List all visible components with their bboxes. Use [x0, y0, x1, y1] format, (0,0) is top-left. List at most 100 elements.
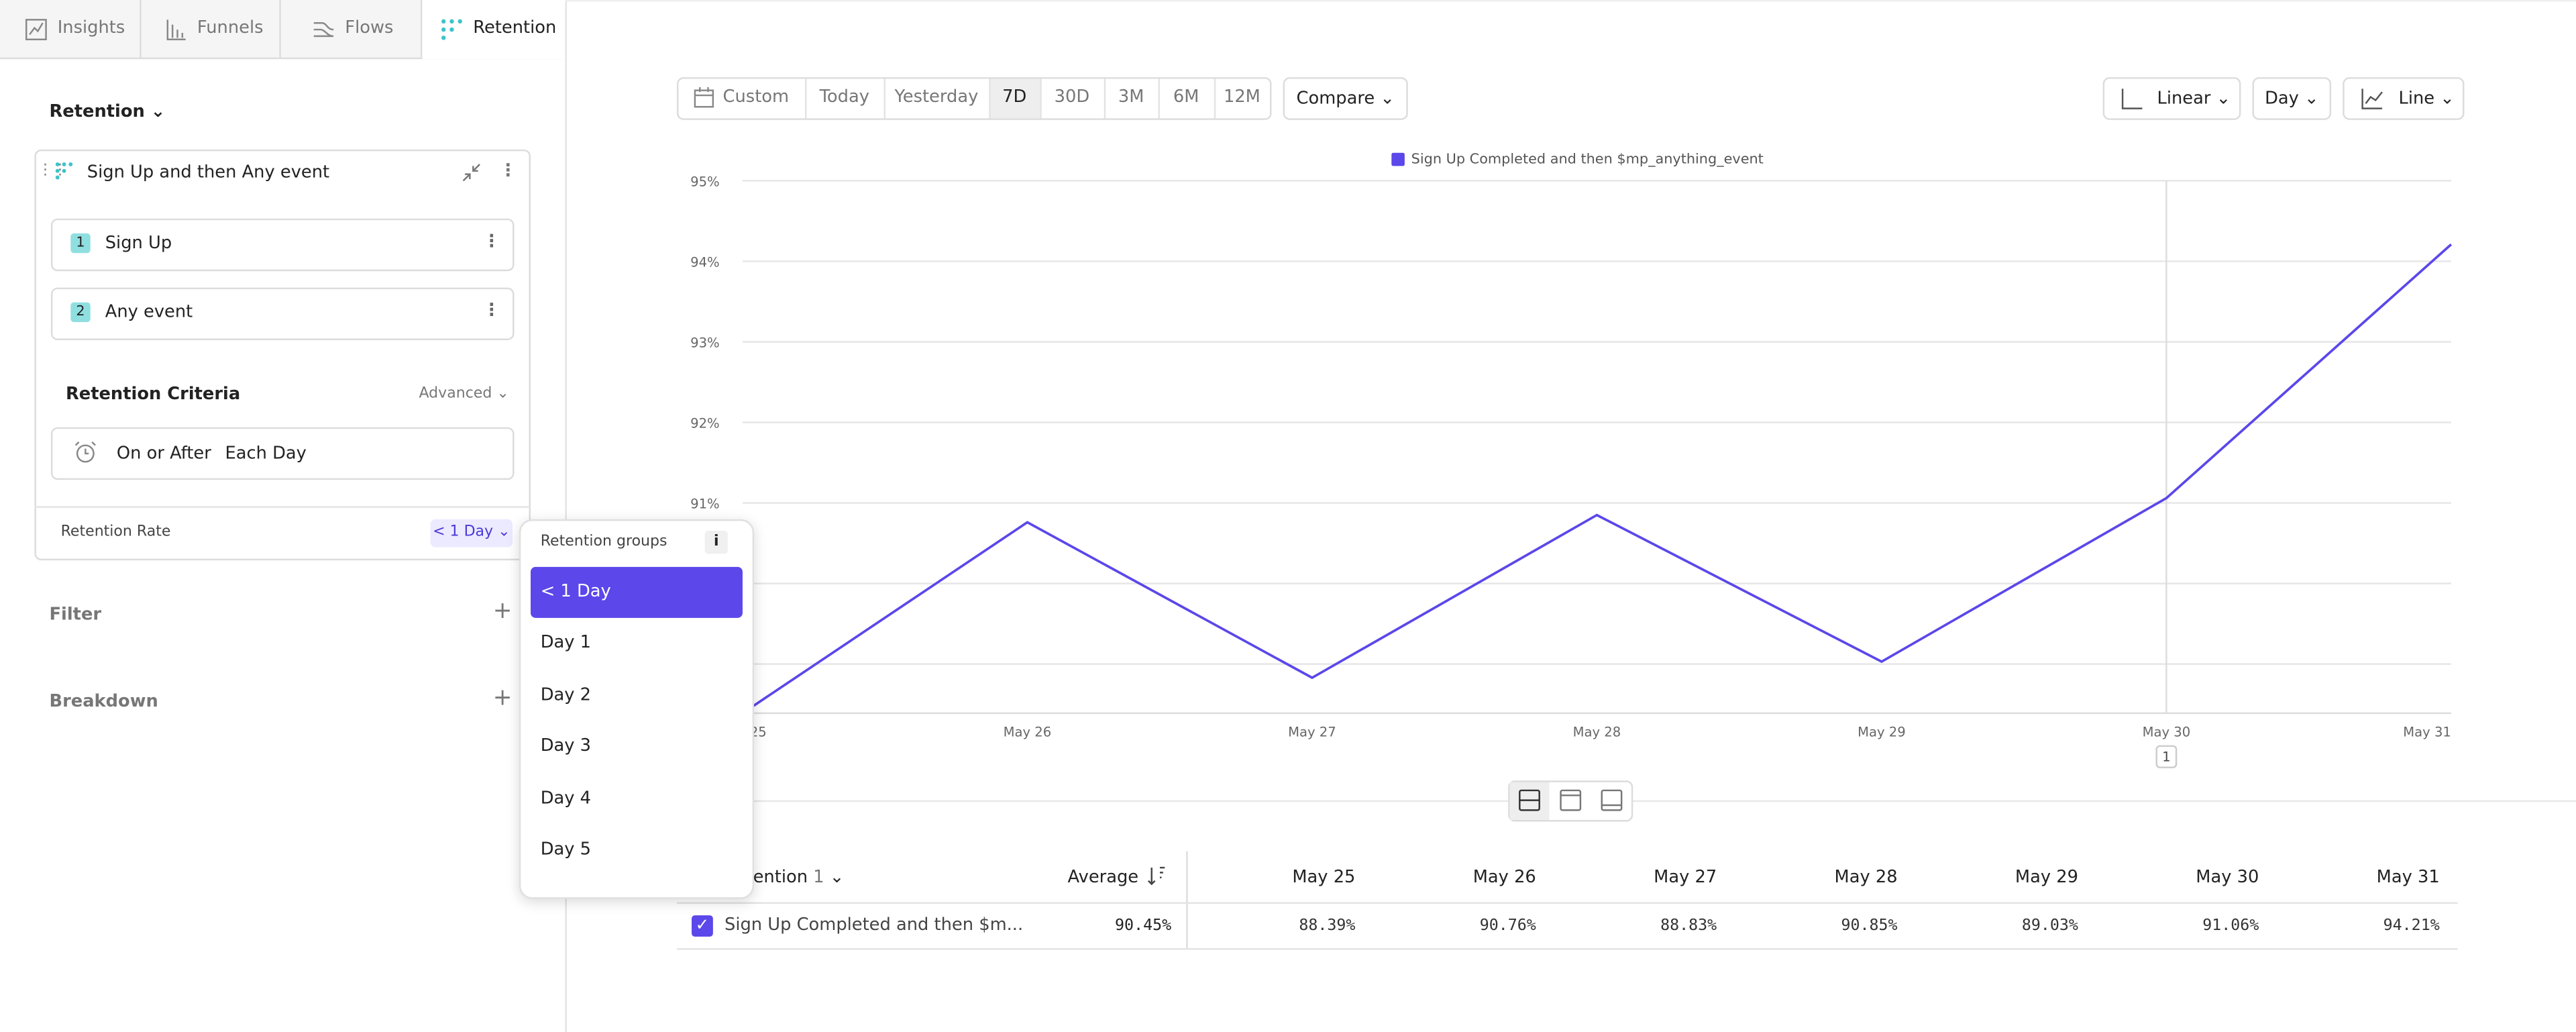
range-sep [1158, 79, 1160, 119]
info-icon[interactable]: i [704, 531, 728, 554]
icon [25, 19, 47, 41]
sort-icon[interactable] [1146, 866, 1166, 886]
tab[interactable]: Flows [345, 17, 394, 38]
filter-label: Filter [49, 605, 102, 625]
scale-label: Linear [2157, 89, 2211, 109]
card-title: Sign Up and then Any event [87, 162, 330, 183]
step-box[interactable] [50, 218, 515, 272]
retention-groups-dropdown: Retention groups i < 1 Day Day 1 Day 2 Day … [519, 519, 755, 899]
average-header: Average [1067, 868, 1139, 888]
range-button[interactable]: 12M [1223, 87, 1260, 107]
range-button[interactable]: 30D [1054, 87, 1090, 107]
range-sep [1104, 79, 1106, 119]
range-sep [805, 79, 807, 119]
row-value: 90.76% [1479, 917, 1536, 935]
criteria-box[interactable] [50, 427, 515, 480]
x-tick-label: May 31 [2403, 725, 2451, 740]
alarm-icon [74, 441, 96, 463]
option[interactable]: Day 4 [540, 788, 592, 808]
rate-label: Retention Rate [60, 524, 171, 541]
date-header: May 25 [1292, 868, 1356, 888]
add-breakdown[interactable]: + [492, 685, 513, 712]
tab-sep [279, 0, 281, 58]
date-header: May 29 [2015, 868, 2078, 888]
step-menu[interactable]: ⋮ [483, 301, 500, 321]
compare-button[interactable]: Compare ⌄ [1283, 77, 1408, 120]
rate-chip[interactable]: < 1 Day ⌄ [430, 519, 513, 548]
legend-swatch [1391, 152, 1405, 166]
table-count: 1 [813, 868, 824, 888]
col-divider [1186, 851, 1188, 949]
icon [166, 19, 186, 41]
option[interactable]: Day 1 [540, 633, 592, 654]
menu-icon[interactable]: ⋮ [499, 161, 517, 181]
interval-button[interactable]: Day ⌄ [2252, 77, 2332, 120]
range-sep [989, 79, 991, 119]
criteria-mode: On or After [116, 444, 211, 464]
icon [55, 162, 73, 180]
range-button[interactable]: Custom [722, 87, 790, 107]
breakdown-label: Breakdown [49, 692, 158, 712]
dropdown-title: Retention groups [540, 533, 667, 551]
line [741, 243, 2453, 715]
tab-sep [140, 0, 142, 58]
panel-border [565, 0, 567, 1032]
add-filter[interactable]: + [492, 598, 513, 625]
y-tick-label: 94% [690, 254, 720, 270]
range-button[interactable]: 3M [1118, 87, 1144, 107]
rate-value: < 1 Day [433, 524, 494, 541]
row-name: Sign Up Completed and then $m... [724, 915, 1024, 935]
y-tick-label: 92% [690, 415, 720, 431]
range-button[interactable]: Yesterday [894, 87, 979, 107]
legend-label: Sign Up Completed and then $mp_anything_… [1411, 151, 1764, 167]
tab[interactable]: Retention [473, 17, 557, 38]
line-icon [2361, 89, 2383, 109]
option[interactable]: Day 2 [540, 684, 592, 705]
x-tick-label: May 26 [1004, 725, 1052, 740]
query-card [34, 149, 531, 561]
x-tick-label: May 29 [1858, 725, 1906, 740]
tab[interactable]: Funnels [197, 17, 264, 38]
top-border [565, 0, 2576, 2]
row-value: 88.39% [1299, 917, 1356, 935]
row-checkbox[interactable]: ✓ [692, 915, 713, 937]
hover-badge: 1 [2162, 749, 2170, 764]
step-box[interactable] [50, 287, 515, 340]
chart-kind-label: Line [2398, 89, 2435, 109]
range-button[interactable]: 7D [1002, 87, 1027, 107]
date-header: May 30 [2196, 868, 2259, 888]
interval-label: Day [2265, 89, 2299, 109]
option[interactable]: Day 5 [540, 839, 592, 860]
report-selector[interactable]: Retention ⌄ [49, 101, 166, 122]
step-name: Any event [105, 302, 193, 323]
tab[interactable]: Insights [57, 17, 125, 38]
range-button[interactable]: Today [819, 87, 869, 107]
row-value: 88.83% [1660, 917, 1717, 935]
layout-icons[interactable] [1518, 789, 1627, 812]
row-border [676, 902, 2458, 904]
step-name: Sign Up [105, 233, 172, 254]
date-header: May 26 [1472, 868, 1536, 888]
advanced-toggle[interactable]: Advanced ⌄ [419, 386, 509, 403]
date-header: May 31 [2376, 868, 2440, 888]
row-border [676, 948, 2458, 950]
range-sep [1214, 79, 1216, 119]
y-tick-label: 93% [690, 335, 720, 350]
step-number: 1 [70, 233, 91, 254]
icon [313, 22, 334, 38]
date-range-group [676, 77, 1272, 120]
option[interactable]: Day 3 [540, 736, 592, 756]
option-selected[interactable]: < 1 Day [531, 566, 743, 618]
scale-button[interactable]: Linear ⌄ [2102, 77, 2241, 120]
step-menu[interactable]: ⋮ [483, 231, 500, 252]
range-button[interactable]: 6M [1173, 87, 1199, 107]
row-value: 89.03% [2021, 917, 2078, 935]
y-tick-label: 95% [690, 174, 720, 189]
collapse-icon[interactable] [462, 162, 481, 182]
date-header: May 27 [1654, 868, 1717, 888]
range-sep [883, 79, 886, 119]
x-tick-label: May 30 [2143, 725, 2191, 740]
